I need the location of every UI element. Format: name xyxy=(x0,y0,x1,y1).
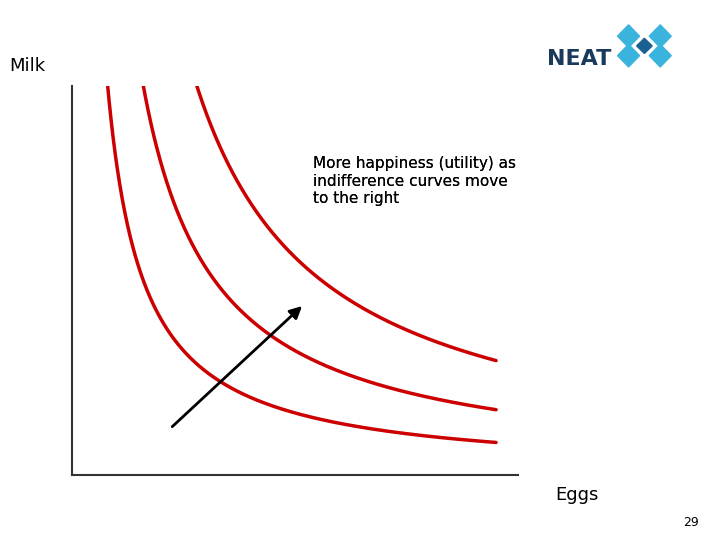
Text: More happiness (utility) as
indifference curves move
to the right: More happiness (utility) as indifference… xyxy=(313,157,516,206)
Text: 29: 29 xyxy=(683,516,698,529)
X-axis label: Eggs: Eggs xyxy=(555,487,599,504)
Y-axis label: Milk: Milk xyxy=(9,57,45,75)
Text: More happiness (utility) as
indifference curves move
to the right: More happiness (utility) as indifference… xyxy=(313,157,516,206)
Text: NEAT: NEAT xyxy=(547,49,611,70)
